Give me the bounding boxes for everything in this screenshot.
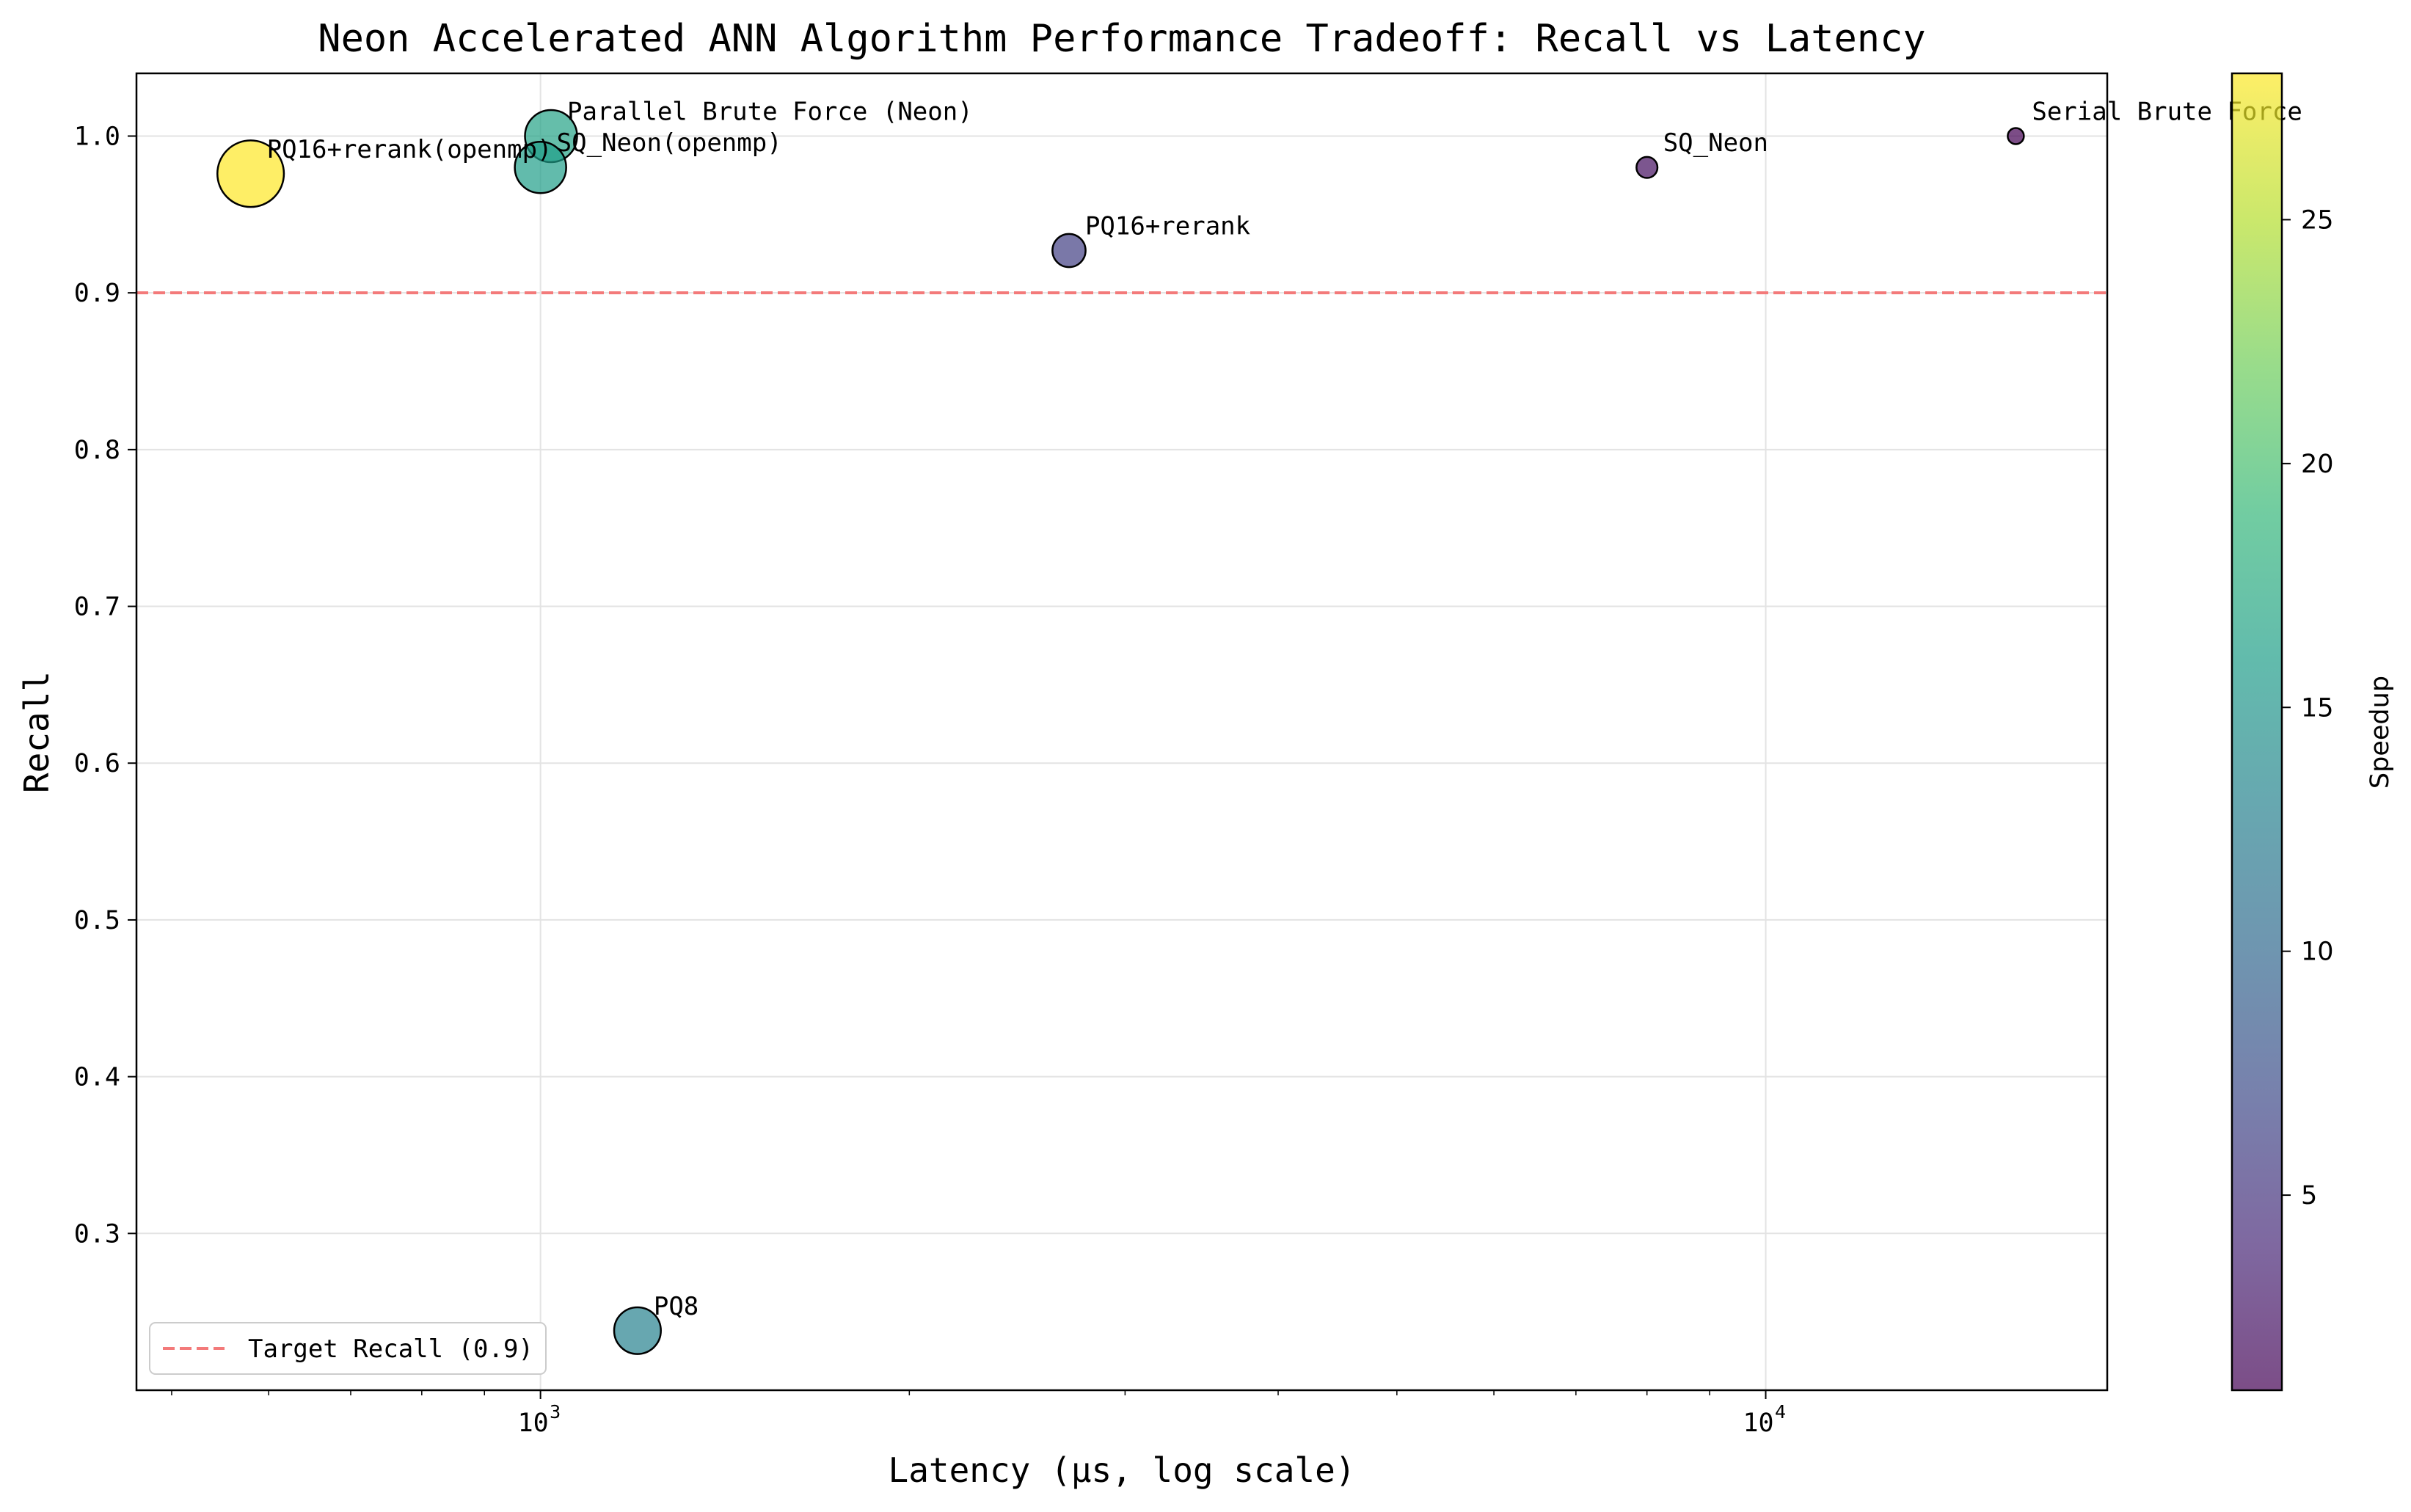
data-point <box>2007 127 2025 145</box>
plot-frame <box>135 72 2109 1392</box>
data-point <box>514 140 567 194</box>
point-annotations: Serial Brute ForceSQ_NeonPQ16+rerankPQ8S… <box>267 97 2302 1321</box>
data-point <box>1051 233 1087 269</box>
colorbar: 5 10 15 20 25 Speedup <box>2231 72 2395 1392</box>
legend-box <box>149 1322 547 1375</box>
x-axis-title: Latency (μs, log scale) <box>889 1450 1356 1490</box>
x-tick-label: 10 <box>518 1409 549 1438</box>
y-tick-label: 0.4 <box>74 1063 120 1092</box>
legend: Target Recall (0.9) <box>149 1322 547 1375</box>
colorbar-tick-label: 20 <box>2301 450 2334 479</box>
x-axis-ticks: 10 3 10 4 <box>171 1390 1786 1438</box>
colorbar-tick-label: 5 <box>2301 1181 2317 1210</box>
x-tick-label: 10 <box>1743 1409 1773 1438</box>
y-axis-ticks: 0.3 0.4 0.5 0.6 0.7 0.8 0.9 1.0 <box>74 122 136 1249</box>
point-label: PQ16+rerank(openmp) <box>267 135 552 164</box>
point-label: SQ_Neon(openmp) <box>557 128 782 158</box>
data-points <box>216 109 2025 1355</box>
x-tick-exponent: 4 <box>1775 1401 1786 1422</box>
chart-title: Neon Accelerated ANN Algorithm Performan… <box>318 17 1925 61</box>
data-point <box>613 1306 662 1355</box>
x-tick-exponent: 3 <box>550 1401 561 1422</box>
y-tick-label: 0.8 <box>74 436 120 465</box>
colorbar-ticks: 5 10 15 20 25 <box>2282 205 2334 1210</box>
point-label: Parallel Brute Force (Neon) <box>567 97 973 126</box>
data-point <box>1635 156 1659 179</box>
colorbar-tick-label: 25 <box>2301 205 2334 235</box>
grid-lines <box>136 73 2107 1390</box>
point-label: PQ8 <box>654 1292 699 1321</box>
data-point <box>216 139 285 208</box>
colorbar-gradient <box>2231 72 2283 1392</box>
y-tick-label: 0.6 <box>74 749 120 778</box>
y-tick-label: 1.0 <box>74 122 120 151</box>
colorbar-label: Speedup <box>2366 676 2395 789</box>
y-tick-label: 0.5 <box>74 906 120 935</box>
colorbar-tick-label: 10 <box>2301 938 2334 967</box>
point-label: PQ16+rerank <box>1085 211 1250 241</box>
point-label: SQ_Neon <box>1663 128 1768 158</box>
y-tick-label: 0.3 <box>74 1219 120 1249</box>
colorbar-tick-label: 15 <box>2301 693 2334 723</box>
legend-label: Target Recall (0.9) <box>248 1334 533 1364</box>
y-tick-label: 0.9 <box>74 279 120 308</box>
y-tick-label: 0.7 <box>74 593 120 622</box>
y-axis-title: Recall <box>17 671 56 793</box>
